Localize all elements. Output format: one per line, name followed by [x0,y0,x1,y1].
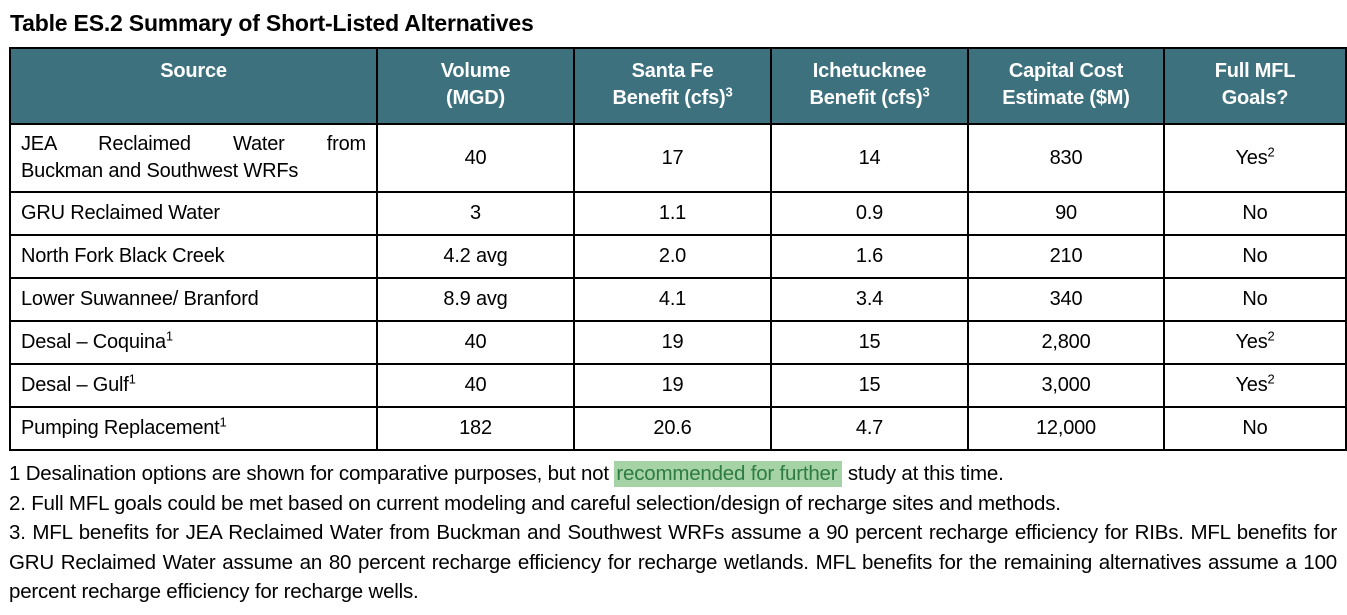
column-header-volume: Volume (MGD) [376,47,575,125]
superscript: 3 [725,84,733,100]
volume-cell: 40 [376,363,575,408]
mfl-goals-cell: Yes2 [1163,320,1347,365]
superscript: 2 [1267,143,1275,159]
capital-cost-cell: 210 [967,234,1165,279]
capital-cost-cell: 830 [967,123,1165,193]
source-cell: Desal – Gulf1 [9,363,378,408]
table-row-desal-gulf: Desal – Gulf1 40 19 15 3,000 Yes2 [9,363,1347,408]
mfl-goals-cell: Yes2 [1163,363,1347,408]
capital-cost-cell: 12,000 [967,406,1165,451]
volume-cell: 40 [376,123,575,193]
column-header-source: Source [9,47,378,125]
santa-fe-benefit-cell: 17 [573,123,772,193]
source-cell: Pumping Replacement1 [9,406,378,451]
ichetucknee-benefit-cell: 14 [770,123,969,193]
capital-cost-cell: 340 [967,277,1165,322]
header-line: Benefit (cfs)3 [612,84,733,109]
footnote-1: 1 Desalination options are shown for com… [9,461,1004,487]
source-cell: North Fork Black Creek [9,234,378,279]
table-row-gru-reclaimed-water: GRU Reclaimed Water 3 1.1 0.9 90 No [9,191,1347,236]
mfl-goals-cell: Yes2 [1163,123,1347,193]
column-header-ichetucknee-benefit: Ichetucknee Benefit (cfs)3 [770,47,969,125]
column-header-santa-fe-benefit: Santa Fe Benefit (cfs)3 [573,47,772,125]
header-line: Full MFL [1214,60,1296,82]
volume-cell: 182 [376,406,575,451]
header-line: Source [160,60,227,82]
santa-fe-benefit-cell: 4.1 [573,277,772,322]
header-line: Estimate ($M) [1002,87,1130,109]
volume-cell: 3 [376,191,575,236]
ichetucknee-benefit-cell: 15 [770,320,969,365]
mfl-goals-cell: No [1163,191,1347,236]
footnote-3: 3. MFL benefits for JEA Reclaimed Water … [9,521,1337,603]
santa-fe-benefit-cell: 19 [573,363,772,408]
header-line: (MGD) [446,87,505,109]
volume-cell: 8.9 avg [376,277,575,322]
table-title: Table ES.2 Summary of Short-Listed Alter… [10,10,534,36]
table-body: JEA Reclaimed Water from Buckman and Sou… [9,123,1347,451]
header-line: Volume [440,60,511,82]
santa-fe-benefit-cell: 1.1 [573,191,772,236]
header-line: Goals? [1221,87,1289,109]
footnote-2: 2. Full MFL goals could be met based on … [9,491,1061,515]
capital-cost-cell: 3,000 [967,363,1165,408]
ichetucknee-benefit-cell: 4.7 [770,406,969,451]
table-header: Source Volume (MGD) Santa Fe Benefit (cf… [9,47,1347,125]
ichetucknee-benefit-cell: 1.6 [770,234,969,279]
superscript: 3 [922,84,930,100]
source-cell: Desal – Coquina1 [9,320,378,365]
header-line: Benefit (cfs)3 [809,84,930,109]
ichetucknee-benefit-cell: 15 [770,363,969,408]
footnotes-section: 1 Desalination options are shown for com… [9,459,1337,607]
column-header-capital-cost: Capital Cost Estimate ($M) [967,47,1165,125]
table-row-desal-coquina: Desal – Coquina1 40 19 15 2,800 Yes2 [9,320,1347,365]
superscript: 1 [128,371,136,387]
superscript: 2 [1267,328,1275,344]
mfl-goals-cell: No [1163,406,1347,451]
santa-fe-benefit-cell: 20.6 [573,406,772,451]
mfl-goals-cell: No [1163,234,1347,279]
santa-fe-benefit-cell: 19 [573,320,772,365]
santa-fe-benefit-cell: 2.0 [573,234,772,279]
column-header-full-mfl-goals: Full MFL Goals? [1163,47,1347,125]
ichetucknee-benefit-cell: 0.9 [770,191,969,236]
source-text-line: Buckman and Southwest WRFs [21,160,299,182]
highlighted-text: recommended for further [614,461,843,487]
superscript: 1 [219,414,227,430]
table-row-pumping-replacement: Pumping Replacement1 182 20.6 4.7 12,000… [9,406,1347,451]
header-row: Source Volume (MGD) Santa Fe Benefit (cf… [9,47,1347,125]
source-cell: Lower Suwannee/ Branford [9,277,378,322]
superscript: 1 [165,328,173,344]
volume-cell: 40 [376,320,575,365]
header-line: Ichetucknee [812,60,927,82]
source-text-line: JEA Reclaimed Water from [21,133,366,155]
volume-cell: 4.2 avg [376,234,575,279]
capital-cost-cell: 90 [967,191,1165,236]
header-line: Santa Fe [631,60,714,82]
source-cell: GRU Reclaimed Water [9,191,378,236]
table-row-north-fork-black-creek: North Fork Black Creek 4.2 avg 2.0 1.6 2… [9,234,1347,279]
mfl-goals-cell: No [1163,277,1347,322]
header-line: Capital Cost [1008,60,1124,82]
ichetucknee-benefit-cell: 3.4 [770,277,969,322]
table-row-lower-suwannee-branford: Lower Suwannee/ Branford 8.9 avg 4.1 3.4… [9,277,1347,322]
source-cell: JEA Reclaimed Water from Buckman and Sou… [9,123,378,193]
table-row-jea-reclaimed-water: JEA Reclaimed Water from Buckman and Sou… [9,123,1347,193]
superscript: 2 [1267,371,1275,387]
capital-cost-cell: 2,800 [967,320,1165,365]
alternatives-summary-table: Source Volume (MGD) Santa Fe Benefit (cf… [9,47,1347,451]
